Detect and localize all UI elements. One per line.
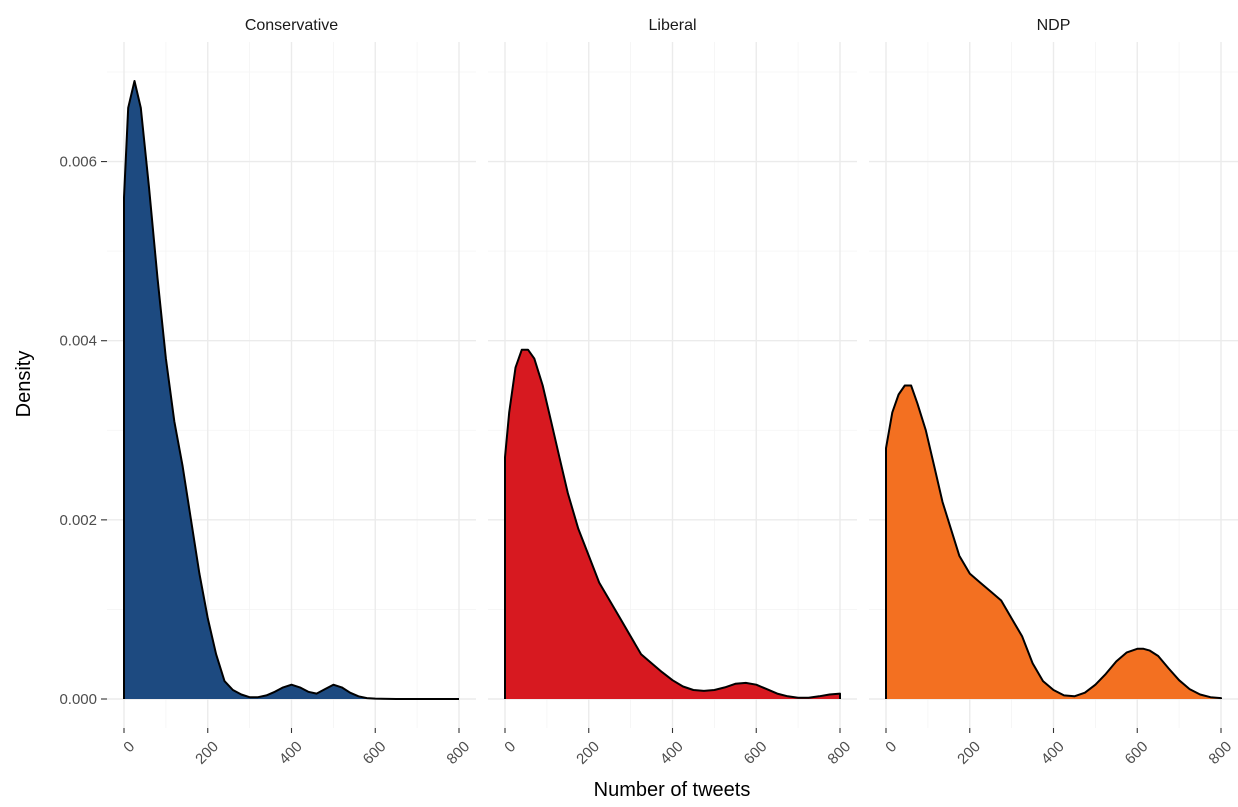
x-tick-label: 400 (276, 738, 306, 768)
density-area-conservative (124, 81, 459, 699)
y-axis-ticks: 0.000 0.002 0.004 0.006 (59, 154, 107, 708)
x-tick-label: 0 (120, 738, 138, 756)
facet-label-ndp: NDP (1037, 17, 1071, 34)
panels: Conservative 0 200 400 600 800 Liberal 0 200 400 6… (107, 17, 1238, 768)
x-tick-label: 600 (741, 738, 771, 768)
x-tick-label: 0 (882, 738, 900, 756)
panel-conservative: Conservative 0 200 400 600 800 (107, 17, 476, 768)
x-tick-label: 200 (954, 738, 984, 768)
panel-liberal: Liberal 0 200 400 600 800 (488, 17, 857, 768)
density-line-conservative (123, 80, 459, 700)
y-axis-title: Density (13, 351, 35, 418)
density-area-ndp (886, 385, 1221, 699)
panel-ndp: NDP 0 200 400 600 800 (869, 17, 1238, 768)
x-tick-label: 400 (657, 738, 687, 768)
y-tick-label: 0.004 (59, 333, 97, 350)
x-tick-label: 200 (192, 738, 222, 768)
x-tick-label: 800 (824, 738, 854, 768)
x-axis-title: Number of tweets (594, 779, 751, 801)
x-tick-label: 200 (573, 738, 603, 768)
x-tick-label: 600 (360, 738, 390, 768)
facet-label-liberal: Liberal (648, 17, 696, 34)
x-tick-label: 0 (501, 738, 519, 756)
x-tick-label: 600 (1122, 738, 1152, 768)
density-line-liberal (504, 348, 841, 699)
y-tick-label: 0.006 (59, 154, 97, 171)
x-tick-label: 400 (1038, 738, 1068, 768)
y-tick-label: 0.002 (59, 512, 97, 529)
y-tick-label: 0.000 (59, 691, 97, 708)
density-line-ndp (885, 384, 1222, 700)
x-tick-label: 800 (443, 738, 473, 768)
density-area-liberal (505, 349, 840, 699)
facet-label-conservative: Conservative (245, 17, 338, 34)
x-tick-label: 800 (1205, 738, 1235, 768)
